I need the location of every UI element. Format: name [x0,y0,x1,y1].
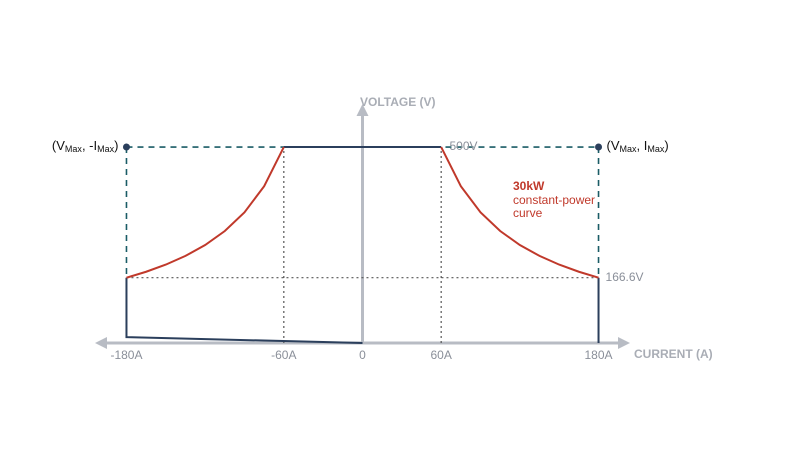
x-axis-label: CURRENT (A) [634,347,713,361]
annotation-line: curve [513,206,543,220]
annotation-line: constant-power [513,193,595,207]
label-part: , I [637,138,648,153]
y-axis-label: VOLTAGE (V) [360,95,436,109]
label-part: Max [647,144,665,154]
line [126,146,285,279]
corner-label: (VMax, IMax) [607,138,669,154]
corner-dot [122,143,130,151]
x-tick-label: -180A [110,348,142,362]
label-part: Max [65,144,83,154]
x-tick-label: 0 [359,348,366,362]
label-part: ) [114,138,118,153]
label-part: ) [664,138,668,153]
corner-label: (VMax, -IMax) [52,138,119,154]
x-tick-label: -60A [271,348,296,362]
label-part: (V [52,138,65,153]
arrow [95,337,107,349]
label-part: (V [607,138,620,153]
arrow [356,104,369,116]
label-part: Max [620,144,638,154]
line [440,146,599,279]
y-tick-label: 166.6V [606,270,644,284]
arrow [618,337,630,349]
y-tick-label: 500V [450,139,478,153]
annotation-title: 30kW [513,179,545,193]
label-part: Max [97,144,115,154]
x-tick-label: 180A [585,348,613,362]
line [125,277,363,344]
label-part: , -I [82,138,97,153]
corner-dot [595,143,603,151]
x-tick-label: 60A [430,348,451,362]
